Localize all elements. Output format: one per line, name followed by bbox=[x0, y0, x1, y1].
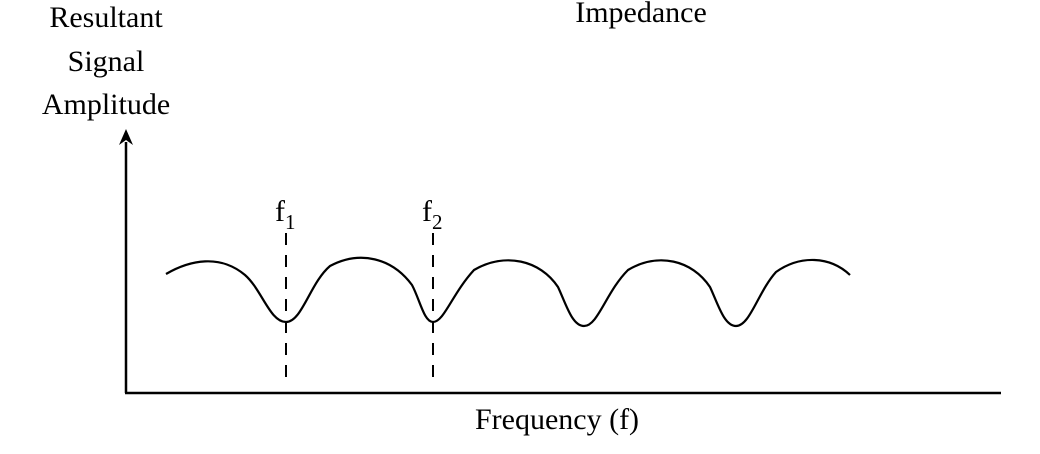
diagram-title: Impedance bbox=[575, 0, 707, 29]
x-axis-label: Frequency (f) bbox=[475, 403, 639, 436]
marker-label-f2: f2 bbox=[422, 195, 443, 234]
y-axis-label-line-2: Signal bbox=[68, 45, 145, 78]
marker-label-f1: f1 bbox=[275, 195, 296, 234]
resultant-signal-curve bbox=[165, 256, 851, 328]
y-axis-label-line-1: Resultant bbox=[49, 1, 163, 34]
y-axis-arrowhead bbox=[119, 129, 133, 145]
y-axis-label-line-3: Amplitude bbox=[42, 88, 170, 121]
